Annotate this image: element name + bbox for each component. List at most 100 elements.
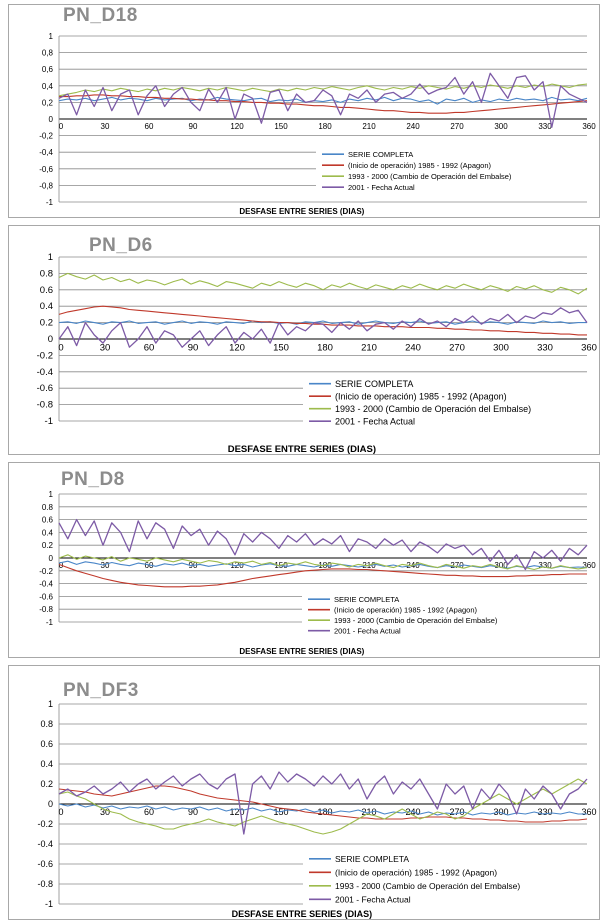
chart-title: PN_D18 bbox=[63, 5, 138, 26]
series-line-3 bbox=[58, 272, 588, 295]
x-tick-label: 0 bbox=[58, 343, 63, 354]
legend: SERIE COMPLETA (Inicio de operación) 1985… bbox=[316, 148, 597, 198]
y-tick-label: -0.6 bbox=[39, 592, 53, 601]
x-tick-label: 360 bbox=[581, 807, 596, 817]
x-axis-title: DESFASE ENTRE SERIES (DIAS) bbox=[232, 909, 373, 919]
series-line-1 bbox=[58, 320, 587, 325]
y-tick-label: 0.6 bbox=[42, 516, 54, 525]
legend-label: SERIE COMPLETA bbox=[334, 595, 399, 604]
y-tick-label: -0.4 bbox=[39, 580, 53, 589]
legend-label: (Inicio de operación) 1985 - 1992 (Apago… bbox=[335, 868, 497, 878]
legend-label: (Inicio de operación) 1985 - 1992 (Apago… bbox=[334, 606, 478, 615]
series-line-4 bbox=[58, 518, 588, 571]
legend-background bbox=[303, 850, 597, 911]
chart-title: PN_D8 bbox=[61, 469, 125, 490]
y-tick-label: -0,2 bbox=[39, 132, 53, 141]
x-axis-title: DESFASE ENTRE SERIES (DIAS) bbox=[228, 444, 376, 455]
x-tick-label: 60 bbox=[145, 561, 154, 570]
legend-label: (Inicio de operación) 1985 - 1992 (Apago… bbox=[348, 161, 492, 170]
y-tick-label: 0,8 bbox=[42, 49, 54, 58]
x-tick-label: 300 bbox=[493, 343, 509, 354]
series-line-4 bbox=[58, 72, 588, 128]
chart-panel-pn-d8: PN_D8 1 0.8 0.6 0.4 0.2 0 -0.2 -0.4 -0.6 -0.8 -1 0 3… bbox=[8, 462, 600, 658]
series-line-2 bbox=[59, 94, 588, 114]
y-tick-label: 1 bbox=[48, 252, 53, 263]
legend-background bbox=[303, 376, 597, 433]
y-tick-label: -1 bbox=[46, 618, 54, 627]
x-tick-label: 300 bbox=[494, 122, 508, 131]
chart-title: PN_D6 bbox=[89, 235, 153, 256]
chart-svg: 10.80.60.40.20-0.2-0.4-0.6-0.8-10 30 60 90 1… bbox=[39, 490, 597, 656]
x-tick-label: 360 bbox=[581, 343, 597, 354]
chart-panel-pn-df3: PN_DF3 1 0.8 0.6 0.4 0.2 0 -0.2 -0.4 -0.6 -0.8 -1 0… bbox=[8, 665, 600, 920]
y-tick-label: -0.6 bbox=[37, 859, 53, 869]
x-tick-label: 120 bbox=[229, 807, 244, 817]
y-tick-label: 0.2 bbox=[40, 779, 53, 789]
chart-svg: 10.80.60.40.20-0.2-0.4-0.6-0.8-10 30 60 90 1… bbox=[37, 252, 597, 455]
y-tick-label: 0.6 bbox=[40, 739, 53, 749]
x-tick-label: 330 bbox=[538, 122, 552, 131]
x-tick-label: 150 bbox=[274, 122, 288, 131]
y-tick-label: 0,4 bbox=[42, 82, 54, 91]
series-line-4 bbox=[58, 307, 588, 348]
legend-label: 2001 - Fecha Actual bbox=[348, 183, 415, 192]
x-tick-label: 300 bbox=[494, 561, 508, 570]
x-tick-label: 30 bbox=[100, 343, 111, 354]
legend: SERIE COMPLETA (Inicio de operación) 1985… bbox=[302, 593, 597, 642]
y-tick-label: 1 bbox=[49, 32, 54, 41]
x-tick-label: 180 bbox=[317, 343, 333, 354]
series-line-2 bbox=[58, 563, 587, 588]
series-line-4 bbox=[58, 771, 588, 835]
y-tick-label: 0.4 bbox=[40, 759, 53, 769]
y-tick-label: -0,4 bbox=[39, 148, 53, 157]
y-tick-label: -0.8 bbox=[39, 605, 53, 614]
x-tick-label: 30 bbox=[101, 561, 110, 570]
legend-background bbox=[302, 593, 597, 642]
x-tick-label: 240 bbox=[405, 343, 421, 354]
y-tick-label: -0,8 bbox=[39, 181, 53, 190]
y-tick-label: -1 bbox=[46, 198, 54, 207]
x-tick-label: 360 bbox=[582, 561, 596, 570]
y-tick-label: 0 bbox=[48, 334, 53, 345]
y-tick-label: 1 bbox=[48, 699, 53, 709]
x-tick-label: 90 bbox=[188, 343, 199, 354]
x-tick-label: 330 bbox=[537, 343, 553, 354]
y-tick-label: -0.4 bbox=[37, 367, 53, 378]
x-tick-label: 0 bbox=[58, 807, 63, 817]
legend-label: SERIE COMPLETA bbox=[335, 854, 409, 864]
x-tick-label: 60 bbox=[145, 122, 154, 131]
chart-panel-pn-d6: PN_D6 1 0.8 0.6 0.4 0.2 0 -0.2 -0.4 -0.6 -0.8 -1 0 3… bbox=[8, 225, 600, 455]
series-line-1 bbox=[58, 803, 587, 816]
x-tick-label: 330 bbox=[537, 807, 552, 817]
x-tick-label: 270 bbox=[450, 122, 464, 131]
y-tick-label: -0,6 bbox=[39, 165, 53, 174]
x-tick-label: 360 bbox=[582, 122, 596, 131]
x-axis-title: DESFASE ENTRE SERIES (DIAS) bbox=[239, 647, 364, 656]
x-tick-label: 270 bbox=[449, 807, 464, 817]
y-tick-label: 0.2 bbox=[40, 318, 53, 329]
y-tick-label: -0.2 bbox=[37, 350, 53, 361]
series-line-3 bbox=[58, 778, 588, 835]
legend-label: 1993 - 2000 (Cambio de Operación del Emb… bbox=[334, 616, 498, 625]
x-tick-label: 90 bbox=[188, 807, 198, 817]
x-tick-label: 270 bbox=[450, 561, 464, 570]
y-tick-label: -0.8 bbox=[37, 400, 53, 411]
legend-label: 2001 - Fecha Actual bbox=[335, 417, 415, 427]
y-tick-label: 0.8 bbox=[42, 503, 54, 512]
series-line-2 bbox=[58, 785, 588, 823]
series-line-1 bbox=[58, 96, 588, 105]
y-tick-label: 0.4 bbox=[42, 528, 54, 537]
x-tick-label: 300 bbox=[493, 807, 508, 817]
legend-label: 2001 - Fecha Actual bbox=[335, 895, 411, 905]
legend: SERIE COMPLETA (Inicio de operación) 1985… bbox=[303, 376, 597, 433]
y-tick-label: 0 bbox=[49, 554, 54, 563]
x-tick-label: 30 bbox=[100, 807, 110, 817]
y-tick-label: 0.8 bbox=[40, 719, 53, 729]
x-tick-label: 240 bbox=[406, 122, 420, 131]
legend-background bbox=[316, 148, 597, 198]
y-tick-label: 0,2 bbox=[42, 98, 54, 107]
x-tick-label: 180 bbox=[318, 122, 332, 131]
x-tick-label: 180 bbox=[317, 807, 332, 817]
y-tick-label: 0.8 bbox=[40, 268, 53, 279]
